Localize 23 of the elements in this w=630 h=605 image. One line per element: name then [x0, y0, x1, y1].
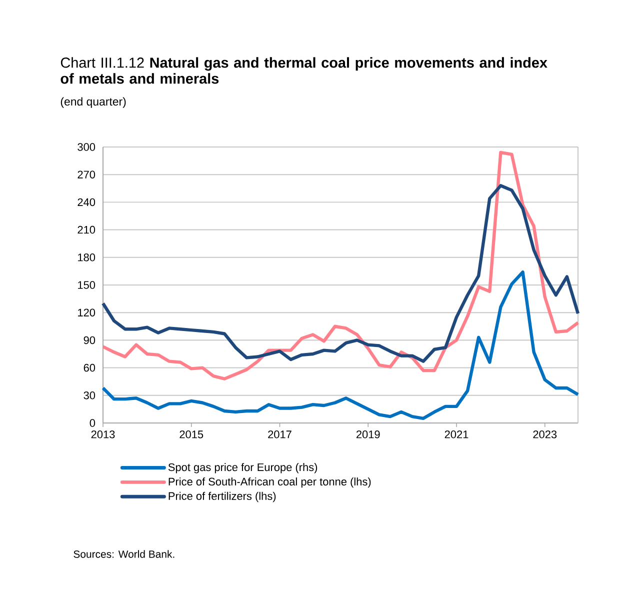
- y-tick-label: 240: [78, 198, 96, 206]
- y-tick-label: 270: [78, 170, 96, 178]
- chart-subtitle: (end quarter): [60, 97, 126, 108]
- y-tick-label: 300: [78, 143, 96, 151]
- y-tick-label: 120: [78, 308, 96, 316]
- legend-label: Price of South-African coal per tonne (lhs): [168, 477, 371, 488]
- x-tick-label: 2013: [91, 430, 115, 438]
- source-note: Sources: World Bank.: [74, 550, 174, 558]
- y-tick-label: 180: [78, 254, 96, 262]
- x-tick-label: 2017: [268, 430, 292, 438]
- chart-title: Chart III.1.12 Natural gas and thermal coal price movements and index of metals and minerals: [60, 57, 548, 84]
- legend-label: Price of fertilizers (lhs): [168, 492, 276, 502]
- y-tick-label: 150: [78, 281, 96, 289]
- x-tick-label: 2015: [180, 430, 204, 438]
- y-tick-label: 60: [84, 364, 96, 372]
- y-tick-label: 210: [78, 226, 96, 234]
- x-tick-label: 2023: [533, 430, 557, 438]
- legend-label: Spot gas price for Europe (rhs): [168, 463, 318, 474]
- y-tick-label: 30: [84, 392, 96, 400]
- x-tick-label: 2021: [444, 430, 468, 438]
- x-tick-label: 2019: [356, 430, 380, 438]
- y-tick-label: 0: [90, 419, 96, 427]
- y-tick-label: 90: [84, 336, 96, 344]
